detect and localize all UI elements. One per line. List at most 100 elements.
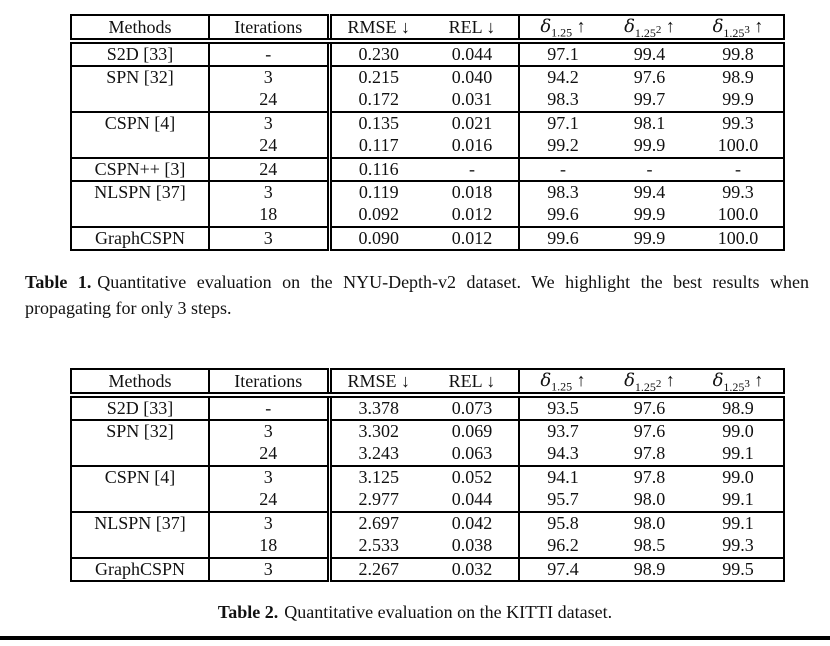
value-cell: 0.018 [426,179,520,204]
table-row: S2D [33] -0.230 0.044 97.1 99.4 99.8 [71,40,784,66]
value-cell: 95.7 [547,489,579,510]
value-cell: 99.4 [606,179,693,204]
value-cell: 99.3 [722,535,754,556]
value-cell: - [693,156,784,181]
value-cell: 0.040 [426,64,520,89]
table1-block: Methods Iterations RMSE ↓ REL ↓ δ1.25 ↑ δ1.25… [70,14,785,251]
table2-caption-text: Quantitative evaluation on the KITTI dat… [284,602,613,622]
value-cell: 98.9 [693,64,784,89]
value-cell: - [209,394,332,420]
table-row: SPN [32] 3 0.215 0.040 94.2 97.6 98.9 [71,64,784,89]
table1-head: Methods Iterations RMSE ↓ REL ↓ δ1.25 ↑ δ1.25… [71,15,784,44]
value-cell: 99.6 [547,204,579,225]
value-cell: 100.0 [693,225,784,250]
value-cell: 97.4 [519,556,606,581]
method-cell: CSPN++ [3] [71,156,210,181]
table2-block: Methods Iterations RMSE ↓ REL ↓ δ1.25 ↑ δ1.25… [70,368,785,582]
value-cell: 0.116 [329,156,426,181]
column-header: δ1.253 ↑ [693,15,784,44]
value-cell: 3 [209,110,332,135]
table-row: NLSPN [37] 3 0.119 0.018 98.3 99.4 99.3 [71,179,784,204]
method-cell: CSPN [4] [71,110,210,135]
column-header: REL ↓ [426,15,520,44]
value-cell: 98.1 [606,110,693,135]
value-cell: 96.2 [547,535,579,556]
value-cell: 94.3 [547,443,579,464]
method-cell [71,88,210,112]
table1-caption-label: Table 1. [25,272,92,292]
table2-caption: Table 2. Quantitative evaluation on the K… [0,599,830,625]
table-row: S2D [33] -3.378 0.073 93.5 97.6 98.9 [71,394,784,420]
column-header: δ1.252 ↑ [606,15,693,44]
header-row: Methods Iterations RMSE ↓ REL ↓ δ1.25 ↑ δ1.25… [71,369,784,398]
method-cell: GraphCSPN [71,556,210,581]
value-cell: 0.135 [329,110,426,135]
value-cell: 98.9 [693,394,784,420]
value-cell: 0.012 [426,225,520,250]
value-cell: - [606,156,693,181]
value-cell: 97.6 [606,394,693,420]
column-header: δ1.253 ↑ [693,369,784,398]
delta-symbol: δ [540,16,552,38]
table-row: SPN [32] 3 3.302 0.069 93.7 97.6 99.0 [71,418,784,443]
value-cell: 0.172 [358,89,400,110]
table2-caption-label: Table 2. [217,602,279,622]
delta-symbol: δ [624,16,635,38]
column-header: Methods [71,15,210,44]
value-cell: 0.090 [329,225,426,250]
value-cell: 3 [209,179,332,204]
value-cell: 0.092 [358,204,400,225]
value-cell: 99.4 [606,40,693,66]
value-cell: 0.031 [426,88,520,112]
table1-body: S2D [33] -0.230 0.044 97.1 99.4 99.8 SPN [32] 3… [71,40,784,250]
value-cell: 0.119 [329,179,426,204]
value-cell: 0.016 [426,134,520,158]
value-cell: 98.5 [633,535,666,556]
value-cell: 95.8 [519,510,606,535]
table-row: GraphCSPN 3 2.267 0.032 97.4 98.9 99.5 [71,556,784,581]
value-cell: 3 [209,510,332,535]
value-cell: 3 [209,64,332,89]
value-cell: 99.9 [606,225,693,250]
method-cell: SPN [32] [71,418,210,443]
value-cell: 98.9 [606,556,693,581]
value-cell: 100.0 [717,135,759,156]
value-cell: 0.052 [426,464,520,489]
value-cell: 100.0 [717,204,759,225]
value-cell: 97.1 [519,40,606,66]
bottom-rule [0,636,830,640]
method-cell [71,203,210,227]
value-cell: 0.042 [426,510,520,535]
column-header: RMSE ↓ [329,369,426,398]
value-cell: 99.5 [693,556,784,581]
table-row: 24 0.172 0.031 98.3 99.7 99.9 [71,88,784,112]
value-cell: 99.9 [633,135,666,156]
value-cell: 24 [209,88,332,112]
value-cell: 97.1 [519,110,606,135]
value-cell: 98.0 [633,489,666,510]
header-row: Methods Iterations RMSE ↓ REL ↓ δ1.25 ↑ δ1.25… [71,15,784,44]
table-row: CSPN [4] 3 3.125 0.052 94.1 97.8 99.0 [71,464,784,489]
table1-caption: Table 1. Quantitative evaluation on the N… [25,269,809,321]
value-cell: 0.044 [426,488,520,512]
value-cell: - [209,40,332,66]
table-row: 24 3.243 0.063 94.3 97.8 99.1 [71,442,784,466]
value-cell: 97.6 [606,64,693,89]
value-cell: - [426,156,520,181]
value-cell: 99.1 [693,510,784,535]
method-cell: NLSPN [37] [71,179,210,204]
value-cell: 93.5 [519,394,606,420]
value-cell: 99.6 [519,225,606,250]
value-cell: 0.044 [426,40,520,66]
value-cell: 0.021 [426,110,520,135]
value-cell: 0.032 [426,556,520,581]
table-row: 24 0.117 0.016 99.2 99.9 100.0 [71,134,784,158]
table-row: NLSPN [37] 3 2.697 0.042 95.8 98.0 99.1 [71,510,784,535]
value-cell: 94.1 [519,464,606,489]
table-row: CSPN++ [3] 24 0.116- - - - [71,156,784,181]
value-cell: 0.063 [426,442,520,466]
table1: Methods Iterations RMSE ↓ REL ↓ δ1.25 ↑ δ1.25… [70,14,785,251]
column-header: RMSE ↓ [329,15,426,44]
value-cell: 99.9 [633,204,666,225]
method-cell: CSPN [4] [71,464,210,489]
